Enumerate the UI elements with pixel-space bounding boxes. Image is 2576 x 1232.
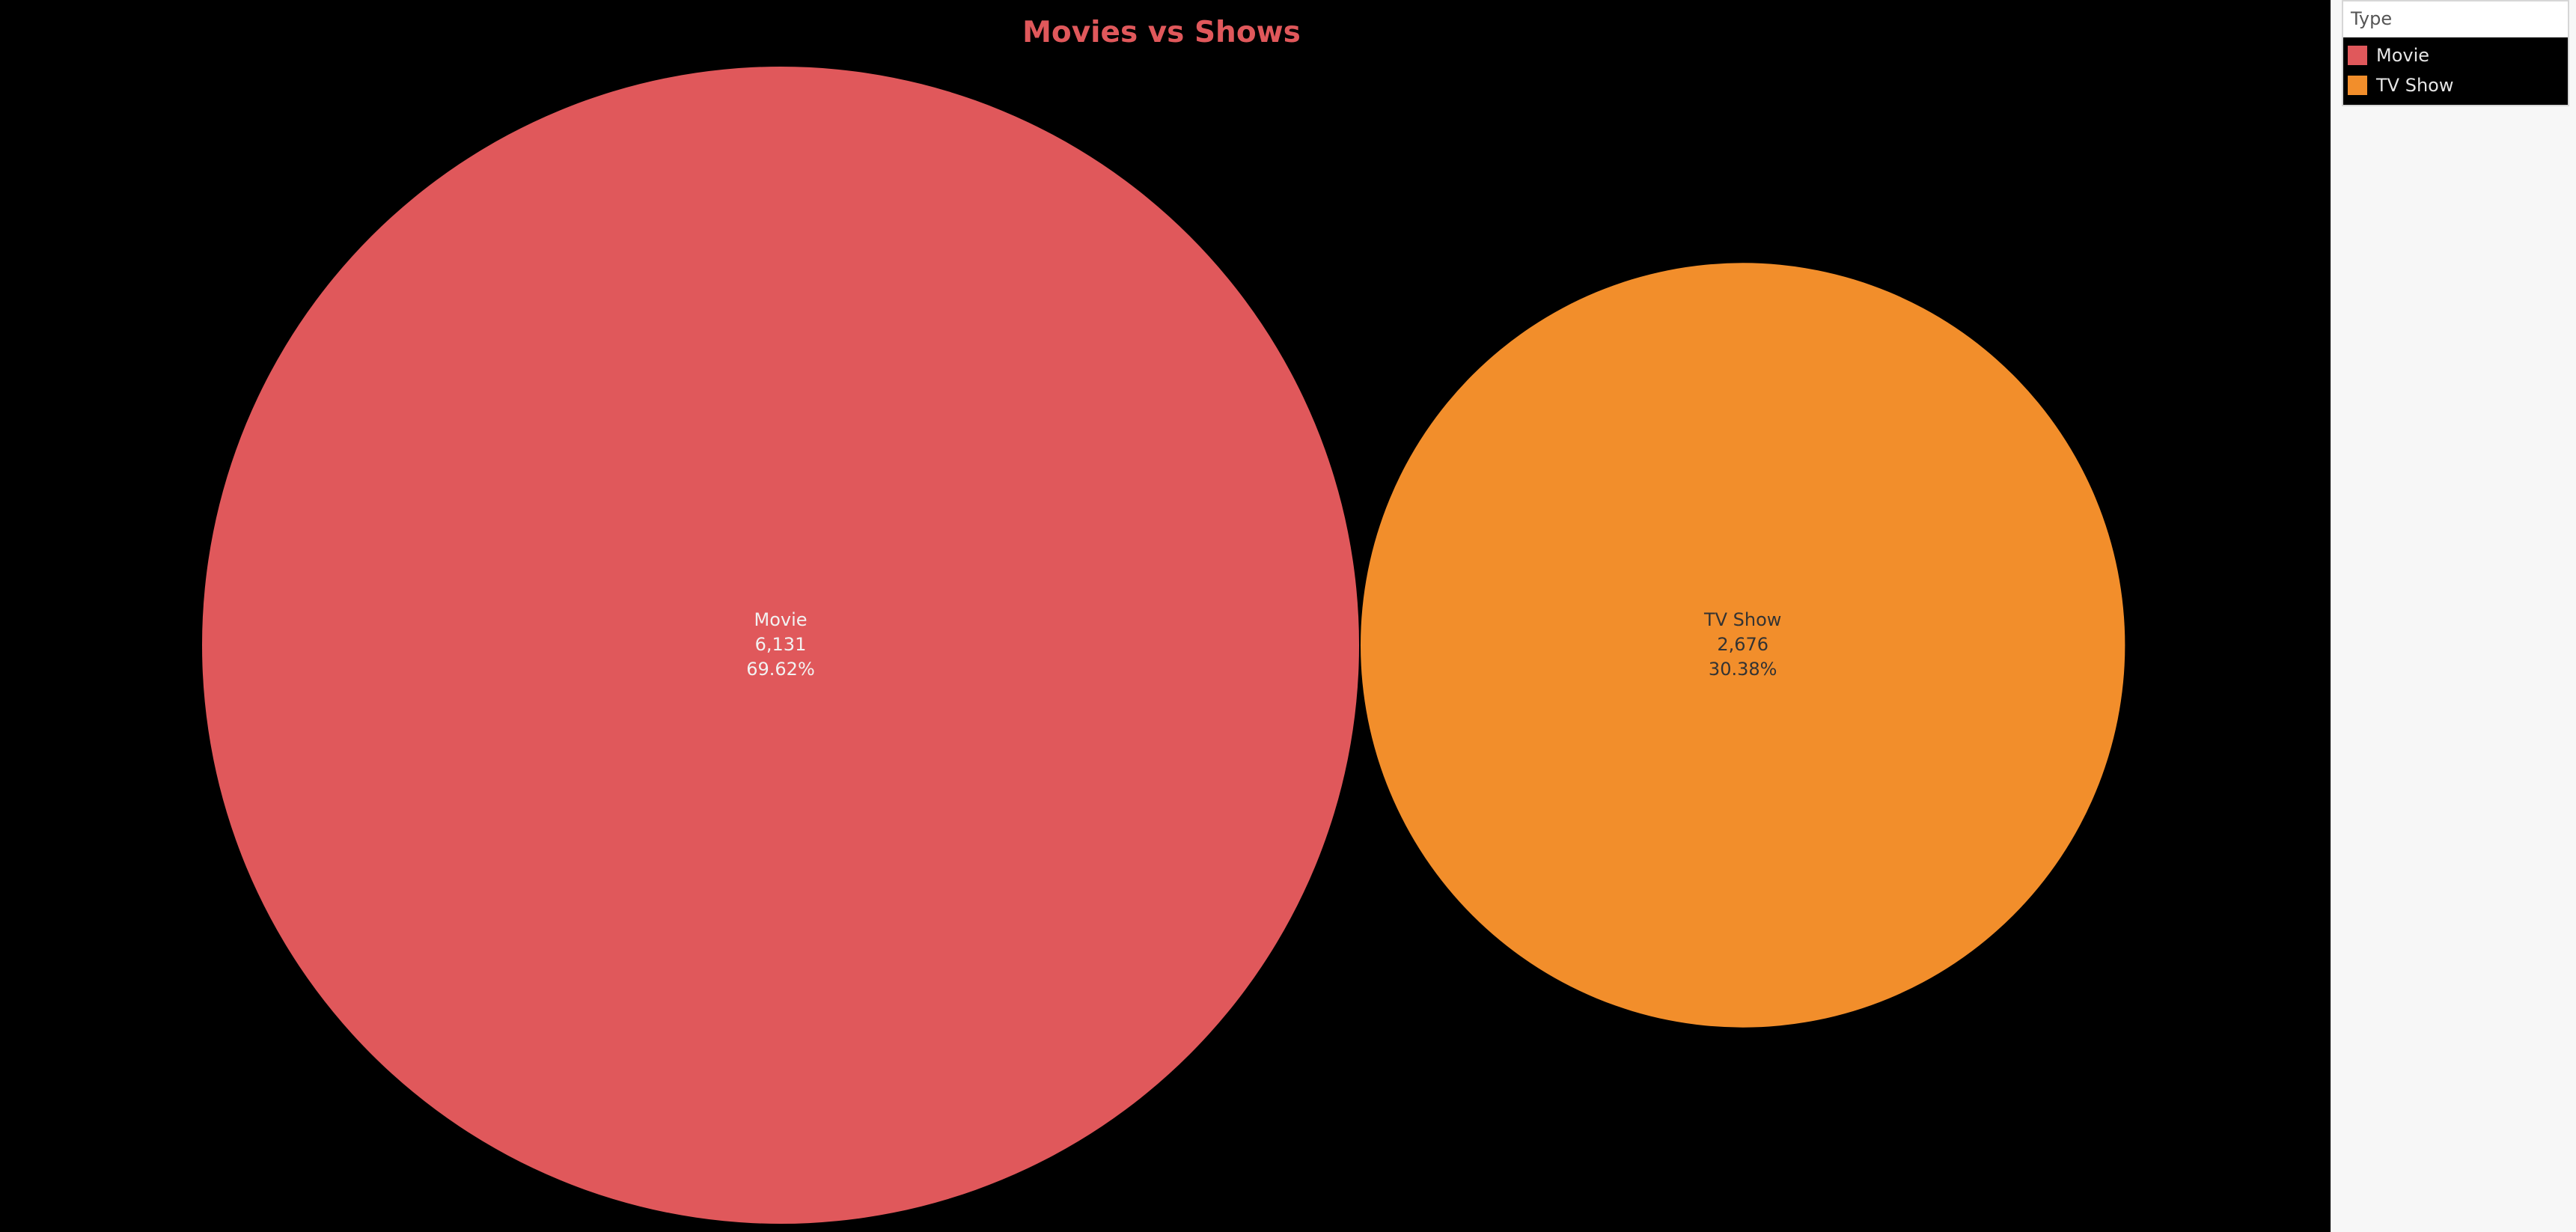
bubble-chart: Movie 6,131 69.62% TV Show 2,676 30.38% (202, 67, 2125, 1224)
bubble-tv-show-category-label: TV Show (1703, 609, 1781, 630)
legend-label-movie: Movie (2376, 45, 2430, 66)
side-panel: Type Movie TV Show (2331, 0, 2576, 1232)
legend-item-tv-show[interactable]: TV Show (2343, 70, 2568, 100)
legend-swatch-movie (2348, 46, 2367, 65)
legend-label-tv-show: TV Show (2376, 75, 2454, 96)
legend-item-movie[interactable]: Movie (2343, 40, 2568, 70)
bubble-movie-category-label: Movie (754, 609, 807, 630)
bubble-movie-percent-label: 69.62% (746, 659, 815, 680)
bubble-tv-show-percent-label: 30.38% (1709, 659, 1777, 680)
chart-title: Movies vs Shows (1022, 16, 1301, 49)
legend: Type Movie TV Show (2342, 0, 2569, 106)
bubble-movie[interactable] (202, 67, 1359, 1224)
legend-swatch-tv-show (2348, 76, 2367, 95)
bubble-movie-value-label: 6,131 (755, 634, 807, 655)
bubble-tv-show-value-label: 2,676 (1717, 634, 1768, 655)
bubble-tv-show[interactable] (1361, 263, 2125, 1028)
chart-area: Movies vs Shows Movie 6,131 69.62% TV Show 2… (0, 0, 2331, 1232)
legend-title: Type (2343, 1, 2568, 37)
legend-body: Movie TV Show (2343, 37, 2568, 105)
